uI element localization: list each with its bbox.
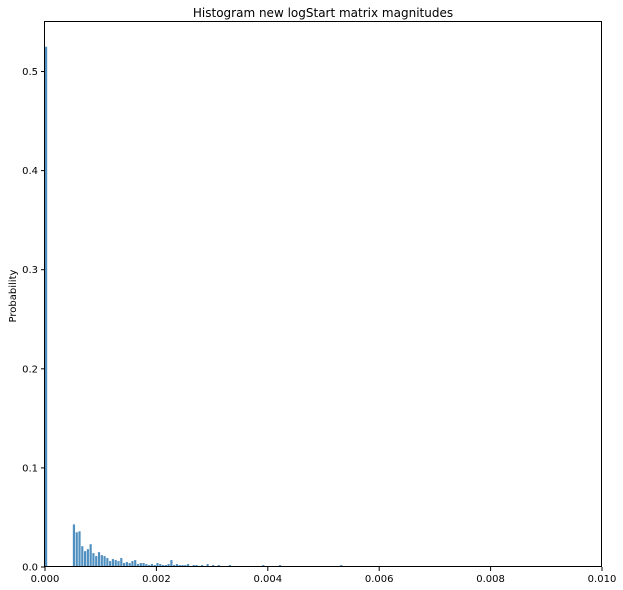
histogram-bar bbox=[86, 549, 89, 567]
histogram-bar bbox=[139, 563, 142, 567]
y-axis-label: Probability bbox=[8, 269, 19, 322]
histogram-bar bbox=[117, 561, 120, 567]
y-tick-label: 0.5 bbox=[22, 67, 38, 78]
histogram-bar bbox=[175, 564, 179, 567]
histogram-bar bbox=[106, 558, 109, 567]
histogram-bar bbox=[89, 544, 92, 567]
histogram-bar bbox=[95, 556, 98, 567]
histogram-bar bbox=[150, 564, 154, 567]
histogram-bar bbox=[83, 551, 87, 567]
x-axis-ticks: 0.000 0.002 0.004 0.006 0.008 0.010 bbox=[31, 567, 617, 585]
histogram-bar bbox=[156, 563, 159, 567]
histogram-bar bbox=[170, 560, 173, 567]
histogram-bar bbox=[134, 560, 137, 567]
histogram-bar bbox=[109, 561, 112, 567]
histogram-bar bbox=[103, 556, 106, 567]
y-tick-label: 0.2 bbox=[22, 364, 38, 375]
histogram-bar bbox=[145, 564, 148, 567]
histogram-bar bbox=[81, 546, 84, 567]
x-tick-label: 0.008 bbox=[476, 574, 505, 585]
x-tick-label: 0.006 bbox=[365, 574, 394, 585]
y-axis-ticks: 0.0 0.1 0.2 0.3 0.4 0.5 bbox=[22, 67, 45, 574]
y-tick-label: 0.0 bbox=[22, 563, 38, 574]
histogram-bar bbox=[131, 561, 134, 567]
histogram-bar bbox=[100, 555, 103, 567]
histogram-bar bbox=[111, 559, 115, 567]
histogram-bar bbox=[125, 562, 128, 567]
histogram-bar bbox=[120, 558, 123, 567]
y-tick-label: 0.4 bbox=[22, 166, 38, 177]
histogram-bar bbox=[159, 564, 162, 567]
histogram-bars bbox=[45, 46, 482, 567]
histogram-bar bbox=[122, 563, 126, 567]
plot-frame bbox=[44, 21, 602, 567]
histogram-bar bbox=[142, 563, 145, 567]
histogram-bar bbox=[78, 531, 81, 567]
histogram-bar bbox=[128, 563, 131, 567]
histogram-bar bbox=[114, 560, 117, 567]
histogram-bar bbox=[136, 564, 140, 567]
x-tick-label: 0.000 bbox=[31, 574, 60, 585]
chart-title: Histogram new logStart matrix magnitudes bbox=[193, 6, 453, 20]
histogram-bar bbox=[45, 46, 48, 567]
histogram-bar bbox=[187, 564, 190, 567]
x-tick-label: 0.010 bbox=[588, 574, 617, 585]
y-tick-label: 0.3 bbox=[22, 265, 38, 276]
histogram-bar bbox=[92, 553, 95, 567]
x-tick-label: 0.002 bbox=[142, 574, 171, 585]
histogram-bar bbox=[206, 564, 209, 567]
histogram-bar bbox=[72, 524, 76, 567]
histogram-bar bbox=[167, 564, 170, 567]
y-tick-label: 0.1 bbox=[22, 463, 38, 474]
histogram-bar bbox=[97, 552, 101, 567]
x-tick-label: 0.004 bbox=[253, 574, 282, 585]
histogram-bar bbox=[75, 532, 78, 567]
